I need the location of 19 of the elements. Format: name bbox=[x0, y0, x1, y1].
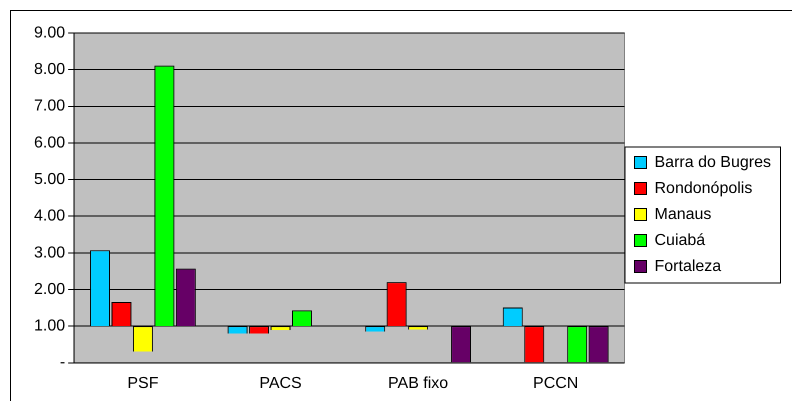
x-tick-label: PAB fixo bbox=[388, 374, 448, 392]
x-tick-label: PSF bbox=[127, 374, 159, 392]
y-tick-label: 4.00 bbox=[34, 208, 66, 225]
y-tick-label: 2.00 bbox=[34, 280, 66, 298]
legend-label: Cuiabá bbox=[654, 232, 706, 249]
legend-label: Barra do Bugres bbox=[654, 154, 772, 171]
y-tick-label: 8.00 bbox=[34, 61, 66, 78]
y-tick-label: 3.00 bbox=[34, 244, 66, 262]
x-tick-label: PACS bbox=[259, 374, 302, 392]
y-tick-label: 5.00 bbox=[34, 170, 66, 188]
legend-label: Rondonópolis bbox=[654, 180, 752, 197]
y-tick-label: 9.00 bbox=[34, 24, 66, 42]
y-tick-label: 7.00 bbox=[34, 98, 66, 115]
y-tick-label: - bbox=[60, 354, 66, 372]
legend-label: Manaus bbox=[654, 206, 712, 223]
y-tick-label: 1.00 bbox=[34, 318, 66, 335]
x-tick-label: PCCN bbox=[533, 374, 578, 392]
legend-label: Fortaleza bbox=[654, 258, 722, 275]
y-tick-label: 6.00 bbox=[34, 134, 66, 152]
